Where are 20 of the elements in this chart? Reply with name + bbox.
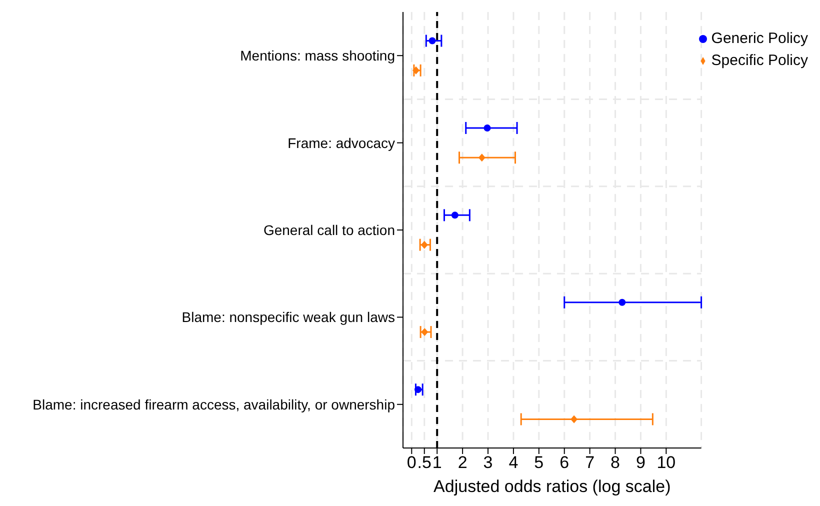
x-tick-label: 0 bbox=[406, 453, 416, 472]
y-tick-label: Blame: nonspecific weak gun laws bbox=[182, 309, 395, 326]
y-tick-label: Blame: increased firearm access, availability, or ownership bbox=[32, 396, 396, 412]
x-tick-label: 7 bbox=[585, 453, 595, 472]
y-tick-label: Frame: advocacy bbox=[288, 134, 395, 151]
x-tick-label: 4 bbox=[508, 453, 518, 472]
x-tick-label: 6 bbox=[560, 453, 570, 472]
x-tick-label: 8 bbox=[610, 453, 620, 472]
x-tick-label: 10 bbox=[656, 453, 676, 472]
x-axis-title: Adjusted odds ratios (log scale) bbox=[434, 477, 671, 496]
y-tick-label: Mentions: mass shooting bbox=[240, 48, 395, 64]
x-tick-label: .5 bbox=[417, 453, 432, 472]
y-tick-label: General call to action bbox=[263, 222, 395, 238]
legend-label: Generic Policy bbox=[711, 30, 808, 47]
x-tick-label: 2 bbox=[458, 453, 468, 472]
legend-label: Specific Policy bbox=[711, 52, 808, 69]
x-tick-label: 9 bbox=[636, 453, 646, 472]
x-tick-label: 5 bbox=[534, 453, 544, 472]
x-tick-label: 1 bbox=[432, 453, 442, 472]
x-tick-label: 3 bbox=[483, 453, 493, 472]
